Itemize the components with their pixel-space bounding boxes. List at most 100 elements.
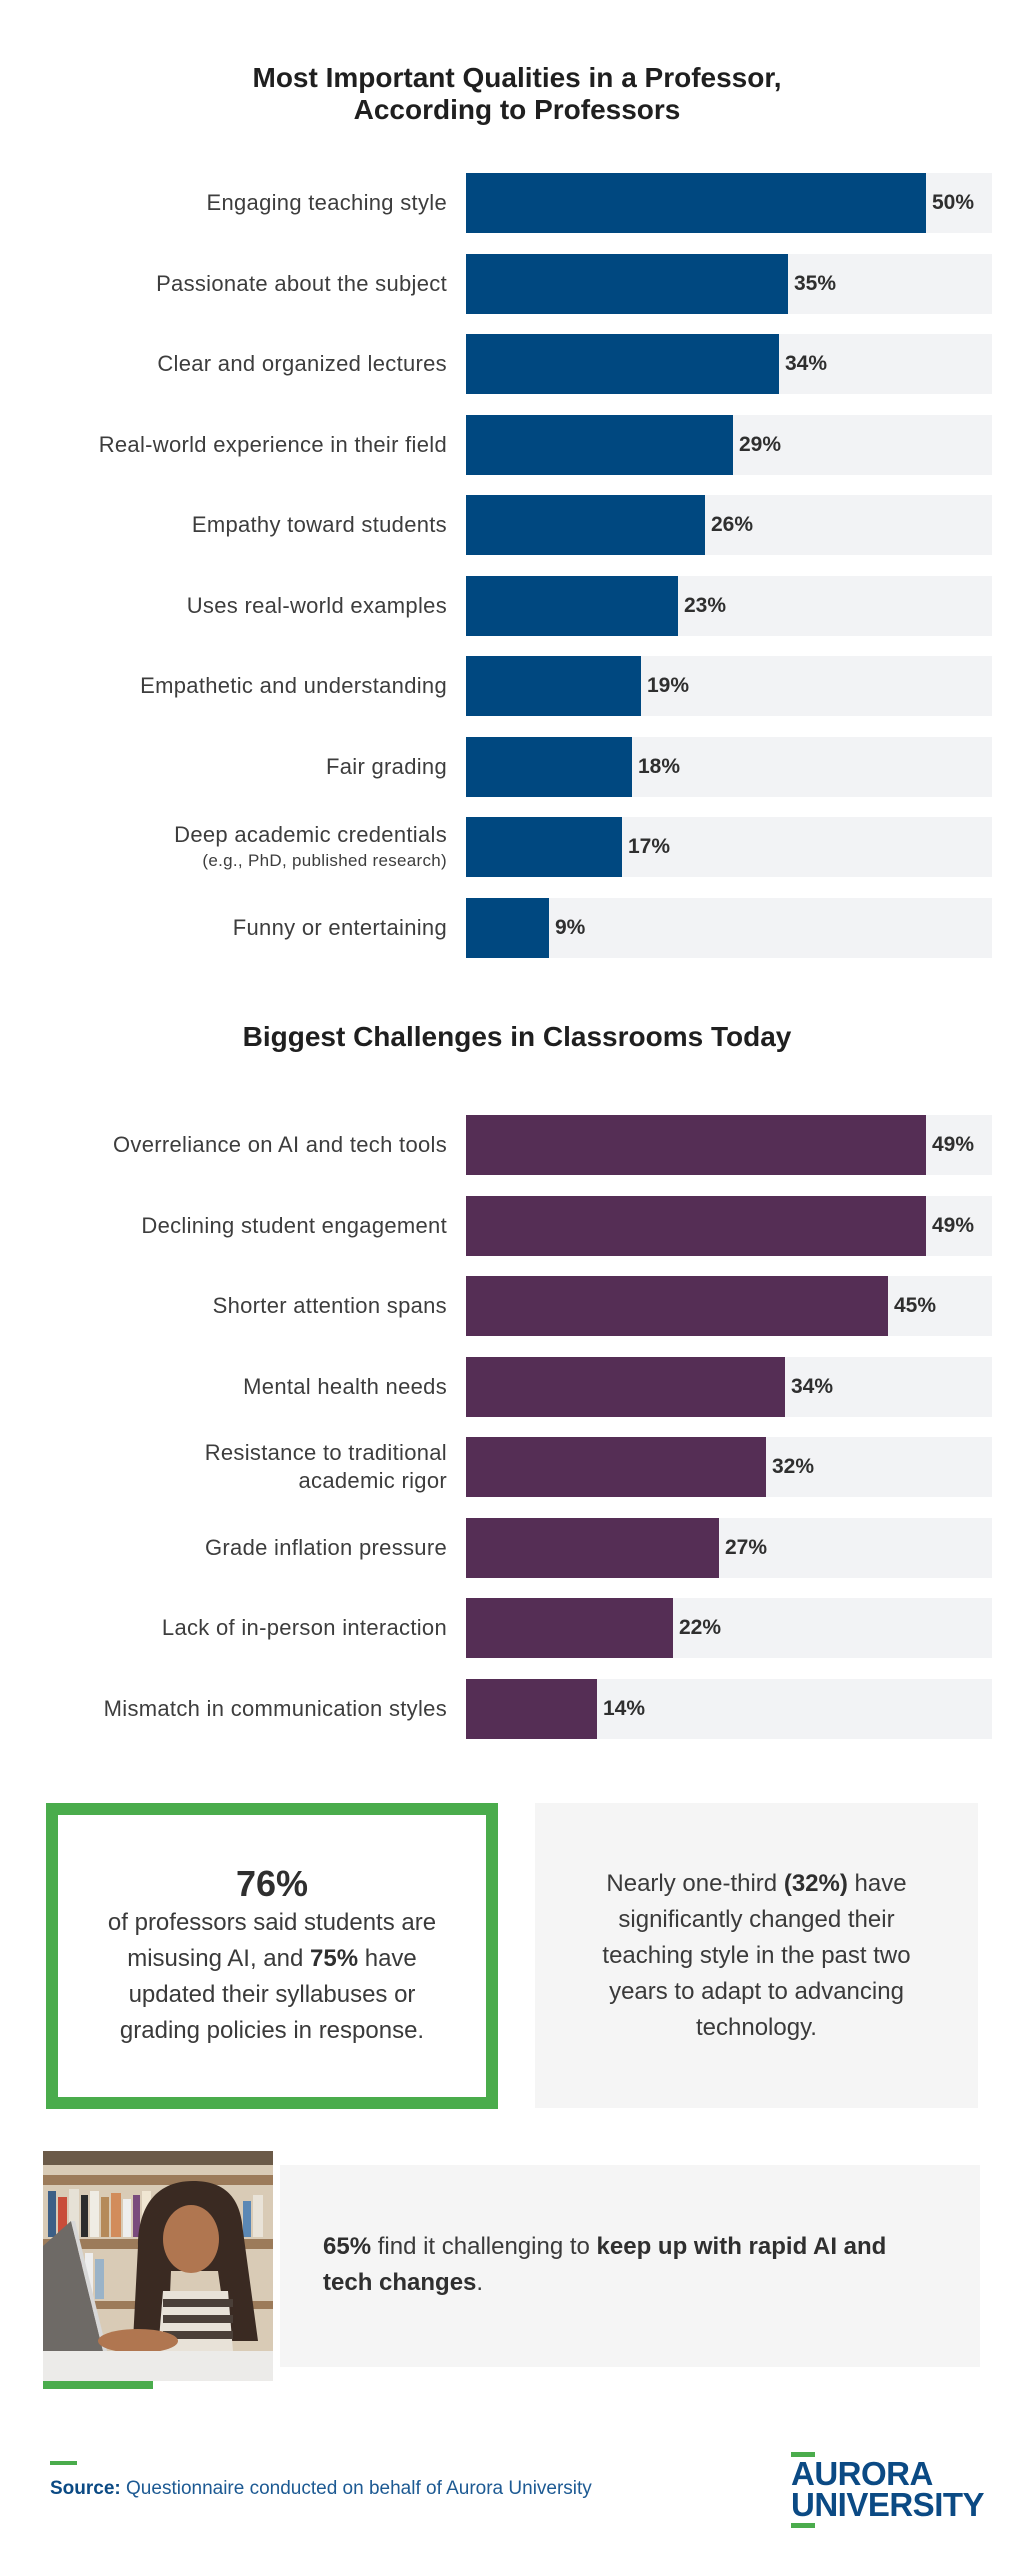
bar-sublabel-text: (e.g., PhD, published research) <box>202 851 447 870</box>
bar-label: Engaging teaching style <box>7 173 447 233</box>
bar-row: Empathy toward students 26% <box>0 495 1034 555</box>
bar-value-label: 35% <box>794 271 837 295</box>
bar-track: 27% <box>466 1517 992 1578</box>
bar-row: Overreliance on AI and tech tools 49% <box>0 1115 1034 1175</box>
teaching-change-text-before: Nearly one-third <box>606 1869 784 1897</box>
student-laptop-illustration <box>43 2151 273 2381</box>
bar-label: Declining student engagement <box>7 1196 447 1256</box>
bar-value-label: 45% <box>894 1294 937 1317</box>
logo-line-1: AURORA <box>791 2455 933 2492</box>
bar-value-label: 27% <box>725 1535 768 1559</box>
bar-value-label: 18% <box>638 754 681 778</box>
bar-row: Shorter attention spans 45% <box>0 1276 1034 1336</box>
chart-title-qualities: Most Important Qualities in a Professor,… <box>0 62 1034 126</box>
source-label: Source: <box>50 2478 121 2499</box>
bar-label: Funny or entertaining <box>7 898 447 958</box>
bar-label: Deep academic credentials (e.g., PhD, pub… <box>7 817 447 877</box>
bar-row: Uses real-world examples 23% <box>0 575 1034 636</box>
bar-value-label: 14% <box>603 1696 646 1720</box>
bar-value-label: 17% <box>628 835 671 858</box>
bar-value-label: 34% <box>785 352 828 375</box>
student-photo <box>43 2151 273 2381</box>
bar-row: Resistance to traditional academic rigor 3… <box>0 1437 1034 1497</box>
bar-track: 14% <box>466 1678 992 1739</box>
bar-label-text: Real-world experience in their field <box>98 431 447 457</box>
bar-row: Grade inflation pressure 27% <box>0 1517 1034 1578</box>
misuse-text-before: of professors said students are misusing… <box>107 1909 437 1972</box>
bar-row: Mental health needs 34% <box>0 1356 1034 1417</box>
bar-label: Clear and organized lectures <box>7 334 447 394</box>
bar-track: 34% <box>466 1356 992 1417</box>
bar-label-text: Shorter attention spans <box>212 1293 447 1318</box>
bar-label-text: Funny or entertaining <box>232 914 447 940</box>
bar-track: 29% <box>466 414 992 475</box>
bar-value-label: 32% <box>772 1455 815 1478</box>
bar-value-label: 9% <box>555 915 586 939</box>
bar-label: Resistance to traditional academic rigor <box>7 1437 447 1497</box>
bar-label: Mismatch in communication styles <box>7 1679 447 1739</box>
keep-up-bold-1: 65% <box>323 2233 372 2260</box>
bar <box>466 1437 766 1497</box>
bar-label: Overreliance on AI and tech tools <box>7 1115 447 1175</box>
bar-label-text: Passionate about the subject <box>156 270 447 296</box>
bar-label: Mental health needs <box>7 1357 447 1417</box>
bar <box>466 575 678 636</box>
misuse-text: of professors said students are misusing… <box>92 1905 452 2049</box>
keep-up-callout: 65% find it challenging to keep up with … <box>280 2165 980 2367</box>
keep-up-text-after: . <box>476 2269 484 2296</box>
bar-label-text: Empathetic and understanding <box>140 673 447 698</box>
bar-row: Real-world experience in their field 29% <box>0 414 1034 475</box>
bar <box>466 1356 785 1417</box>
bar-label: Grade inflation pressure <box>7 1518 447 1578</box>
bar-value-label: 34% <box>791 1374 834 1398</box>
bar-value-label: 26% <box>711 513 754 536</box>
misuse-headline: 76% <box>235 1863 309 1904</box>
bar-label-text: Empathy toward students <box>191 512 447 537</box>
bar-label-text: Overreliance on AI and tech tools <box>113 1132 447 1157</box>
bar-label: Fair grading <box>7 737 447 797</box>
chart-title-challenges: Biggest Challenges in Classrooms Today <box>0 1021 1034 1053</box>
bar-label-text: Engaging teaching style <box>206 190 447 215</box>
bar-label: Shorter attention spans <box>7 1276 447 1336</box>
bar-row: Declining student engagement 49% <box>0 1195 1034 1256</box>
bar-track: 49% <box>466 1115 992 1175</box>
bar <box>466 173 926 233</box>
bar <box>466 1115 926 1175</box>
bar-label-text: Declining student engagement <box>141 1212 447 1238</box>
bar-track: 45% <box>466 1276 992 1336</box>
photo-accent-bar <box>43 2381 153 2389</box>
teaching-change-bold: (32%) <box>783 1869 848 1897</box>
bar-track: 49% <box>466 1195 992 1256</box>
bar-track: 50% <box>466 173 992 233</box>
bar-value-label: 22% <box>679 1616 722 1639</box>
bar-track: 26% <box>466 495 992 555</box>
bar <box>466 1678 597 1739</box>
chart-title-line-2: According to Professors <box>353 94 681 125</box>
misuse-text-after: have updated their syllabuses or grading… <box>119 1945 425 2044</box>
teaching-change-callout: Nearly one-third (32%) have significantl… <box>535 1803 978 2108</box>
logo-line-2: UNIVERSITY <box>791 2486 985 2523</box>
bar <box>466 656 641 716</box>
keep-up-text: 65% find it challenging to keep up with … <box>323 2229 923 2301</box>
bar <box>466 334 779 394</box>
bar <box>466 736 632 797</box>
bar-label: Lack of in-person interaction <box>7 1598 447 1658</box>
bar <box>466 817 622 877</box>
bar <box>466 1195 926 1256</box>
bar <box>466 1598 673 1658</box>
bar-label-text: Mismatch in communication styles <box>103 1695 447 1721</box>
keep-up-bold-2: keep up with rapid AI and tech changes <box>323 2233 887 2296</box>
bar-track: 17% <box>466 817 992 877</box>
logo-accent-bottom <box>791 2523 815 2528</box>
chart-title-line-1: Biggest Challenges in Classrooms Today <box>242 1021 792 1052</box>
bar-track: 32% <box>466 1437 992 1497</box>
bar-label: Passionate about the subject <box>7 254 447 314</box>
source-note: Source: Questionnaire conducted on behal… <box>50 2478 592 2500</box>
misuse-callout: 76% of professors said students are misu… <box>46 1803 498 2109</box>
bar-sublabel-text: academic rigor <box>298 1468 447 1493</box>
bar-row: Fair grading 18% <box>0 736 1034 797</box>
bar-label-text: Mental health needs <box>243 1373 447 1399</box>
bar <box>466 253 788 314</box>
teaching-change-text: Nearly one-third (32%) have significantl… <box>582 1866 932 2046</box>
bar-label: Empathy toward students <box>7 495 447 555</box>
